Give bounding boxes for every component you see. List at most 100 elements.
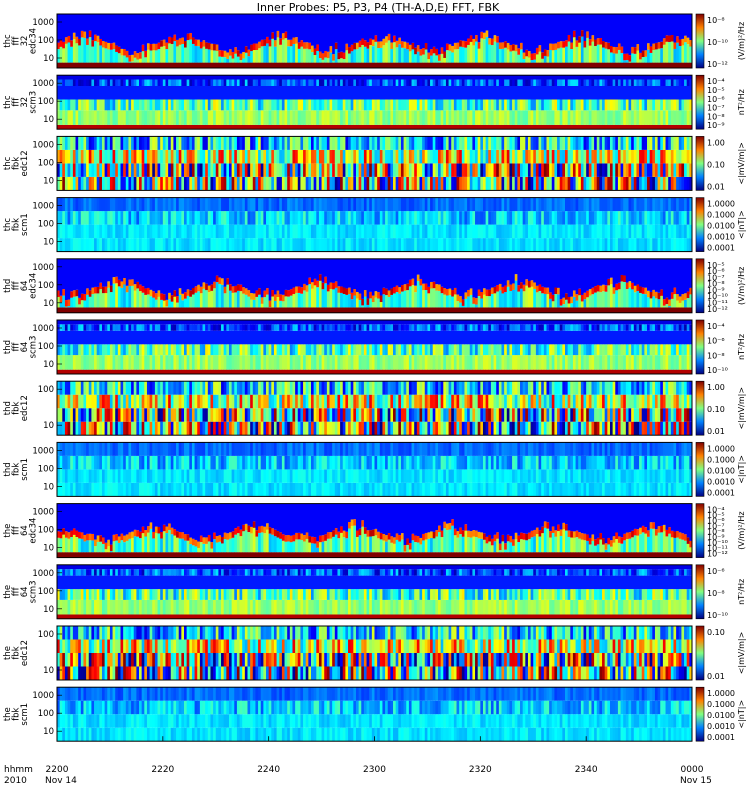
- spectrogram-image: [57, 197, 693, 252]
- panel-label-line: fff: [12, 280, 22, 290]
- colorbar-unit: <|mV/m|>: [737, 142, 746, 185]
- panel-label-line: the: [3, 646, 13, 660]
- panel-label-line: edc34: [29, 28, 39, 54]
- panel-frame: [56, 319, 693, 375]
- x-tick-label: 2300: [363, 765, 386, 775]
- spectrogram-image: [57, 564, 693, 619]
- panel-label-line: thd: [3, 462, 13, 476]
- panel-frame: [56, 441, 693, 497]
- panel-label-line: 32: [20, 97, 30, 108]
- time-axis: hhmm 2010 Nov 14 Nov 15 2200 2220 2240 2300…: [4, 736, 712, 786]
- colorbar-tick-label: 10⁻⁴: [707, 322, 725, 331]
- x-tick-label: 2220: [151, 765, 174, 775]
- y-tick-label: 10: [43, 360, 54, 370]
- spectrogram-image: [57, 503, 693, 558]
- panel-label-line: 64: [20, 586, 30, 597]
- colorbar-tick-label: 10⁻⁹: [707, 121, 725, 130]
- colorbar-tick-label: 1.00: [707, 383, 725, 392]
- panel-label-line: 64: [20, 525, 30, 536]
- colorbar-tick-label: 0.0001: [707, 488, 735, 497]
- y-tick-label: 1000: [32, 324, 54, 334]
- panel-label-line: thc: [3, 156, 13, 170]
- colorbar: [695, 258, 705, 314]
- x-tick-label: 2340: [575, 765, 598, 775]
- y-tick-label: 10: [43, 299, 54, 309]
- x-axis-start-date: Nov 14: [45, 776, 77, 786]
- colorbar-tick-label: 10⁻⁶: [707, 517, 725, 526]
- colorbar-tick-label: 10⁻⁶: [707, 95, 725, 104]
- panel-label-line: edc12: [20, 640, 30, 666]
- panel-label-line: the: [3, 707, 13, 721]
- colorbar-tick-label: 10⁻⁸: [707, 589, 725, 598]
- panel-label-line: fff: [12, 586, 22, 596]
- colorbar: [695, 564, 705, 620]
- x-tick-label: 2240: [257, 765, 280, 775]
- colorbar-tick-label: 0.1000: [707, 700, 735, 709]
- y-tick-label: 1000: [32, 508, 54, 518]
- spectrogram-image: [57, 136, 693, 191]
- colorbar-tick-label: 10⁻⁴: [707, 77, 725, 86]
- panel-label-line: thd: [3, 340, 13, 354]
- colorbar-tick-label: 1.0000: [707, 200, 735, 209]
- y-tick-label: 10: [43, 54, 54, 64]
- x-tick-label: 2200: [46, 765, 69, 775]
- y-tick-label: 100: [38, 464, 54, 474]
- colorbar-tick-label: 1.0000: [707, 689, 735, 698]
- panel-frame: [56, 625, 693, 681]
- colorbar-tick-label: 10⁻⁷: [707, 104, 725, 113]
- x-axis-name: hhmm: [4, 765, 33, 775]
- colorbar: [695, 380, 705, 436]
- y-tick-label: 10: [43, 727, 54, 737]
- panel-label-line: scm3: [29, 336, 39, 359]
- colorbar-tick-label: 0.01: [707, 182, 725, 191]
- panel-label-line: scm1: [20, 458, 30, 481]
- colorbar-tick-label: 10⁻⁸: [707, 16, 725, 25]
- y-tick-label: 100: [38, 526, 54, 536]
- panel-label-line: fbk: [12, 401, 22, 414]
- panel-label-line: scm3: [29, 580, 39, 603]
- colorbar-tick-label: 0.0001: [707, 244, 735, 253]
- y-tick-label: 100: [38, 587, 54, 597]
- colorbar-tick-label: 10⁻¹²: [707, 550, 728, 559]
- panel-label-line: thd: [3, 401, 13, 415]
- colorbar: [695, 136, 705, 191]
- colorbar-tick-label: 0.01: [707, 672, 725, 681]
- colorbar-tick-label: 10⁻⁹: [707, 286, 725, 295]
- colorbar-tick-label: 0.10: [707, 628, 725, 637]
- panel-frame: [56, 74, 693, 130]
- x-tick-label: 2320: [469, 765, 492, 775]
- panel-label-line: thd: [3, 279, 13, 293]
- colorbar-tick-label: 10⁻⁵: [707, 86, 725, 95]
- y-tick-label: 100: [38, 385, 54, 395]
- colorbar-tick-label: 10⁻¹⁰: [707, 366, 728, 375]
- colorbar-tick-label: 10⁻¹⁰: [707, 292, 728, 301]
- panel-label-line: thc: [3, 95, 13, 109]
- colorbar-unit: (V/m)²/Hz: [737, 511, 746, 549]
- colorbar-tick-label: 10⁻⁸: [707, 528, 725, 537]
- colorbar-tick-label: 10⁻⁶: [707, 267, 725, 276]
- colorbar-tick-label: 10⁻⁸: [707, 112, 725, 121]
- colorbar: [695, 686, 705, 742]
- colorbar: [695, 74, 705, 130]
- x-axis-year: 2010: [4, 776, 27, 786]
- colorbar-tick-label: 0.01: [707, 427, 725, 436]
- colorbar-tick-label: 10⁻¹⁰: [707, 38, 728, 47]
- colorbar-tick-label: 10⁻¹¹: [707, 544, 728, 553]
- panel-label-line: 64: [20, 280, 30, 291]
- y-tick-label: 1000: [32, 18, 54, 28]
- colorbar-unit: nT²/Hz: [737, 89, 746, 115]
- panel-label-line: scm1: [20, 703, 30, 726]
- y-tick-label: 1000: [32, 569, 54, 579]
- panel-label-line: edc34: [29, 518, 39, 544]
- panel-label-line: fbk: [12, 707, 22, 720]
- panel-label-line: thc: [3, 218, 13, 232]
- panel-frame: [56, 135, 693, 191]
